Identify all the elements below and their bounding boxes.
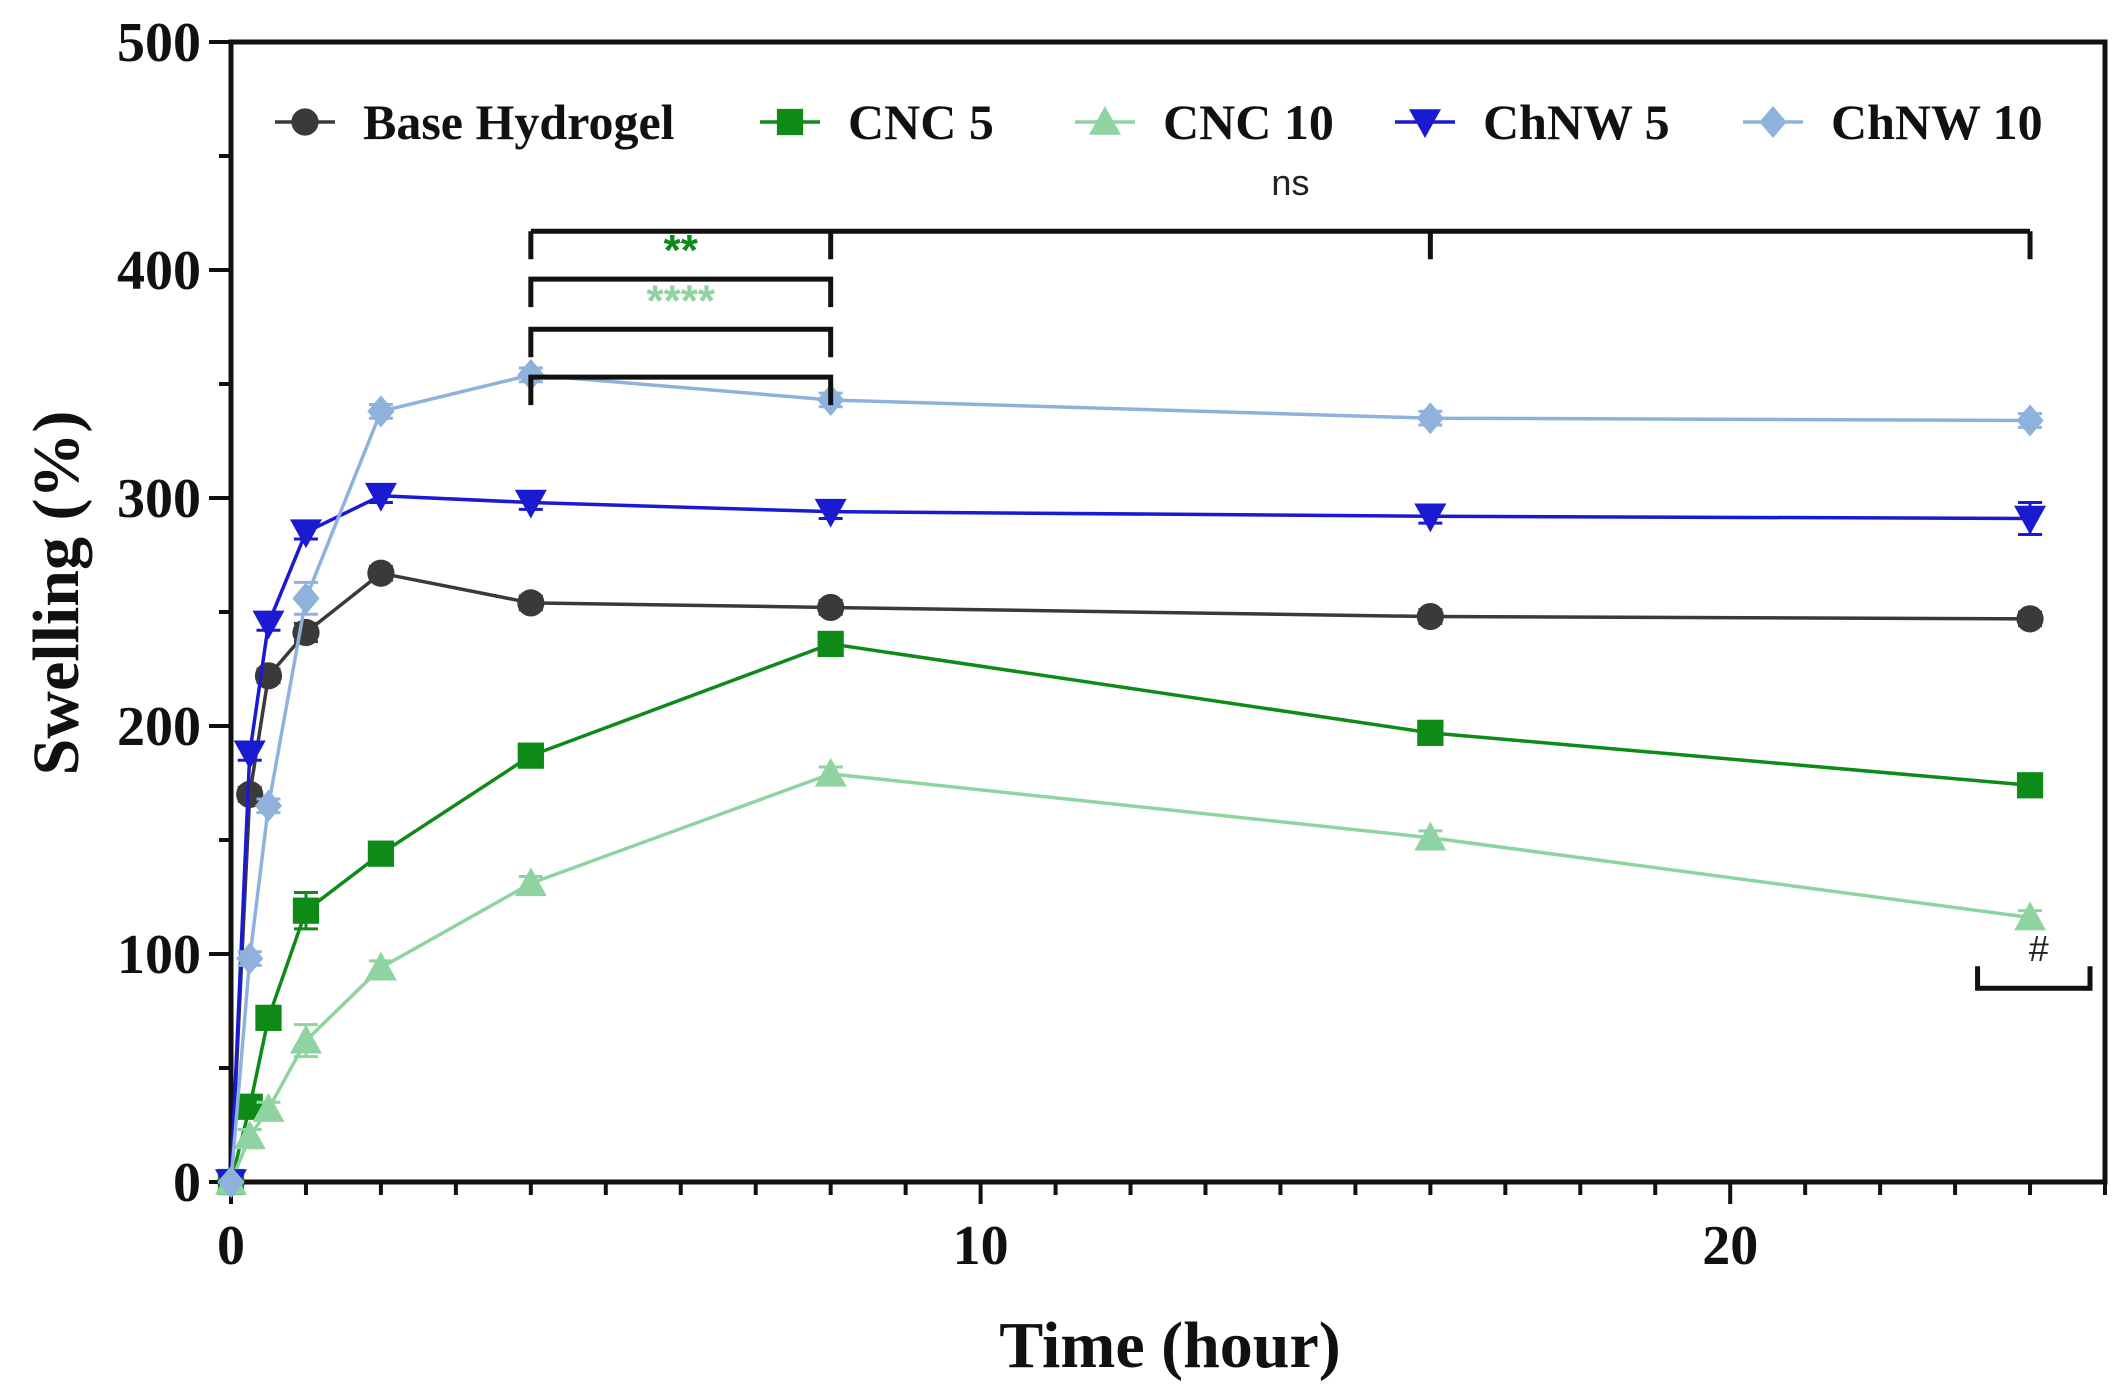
- y-axis: 0 100 200 300 400 500: [117, 12, 231, 1214]
- ns-label: ns: [1271, 162, 1309, 203]
- data-point: [814, 498, 847, 528]
- legend-marker: [1409, 109, 1441, 138]
- series-base-hydrogel: [217, 559, 2044, 1196]
- series-cnc-10: [215, 757, 2047, 1195]
- data-point: [233, 740, 266, 770]
- data-point: [254, 789, 283, 822]
- series-chnw-5: [215, 482, 2047, 1198]
- data-point: [289, 519, 322, 549]
- y-tick-label: 200: [117, 696, 201, 758]
- x-axis-title: Time (hour): [999, 1309, 1341, 1382]
- series-cnc-5: [217, 630, 2044, 1196]
- cnc5-bracket: [528, 276, 834, 308]
- data-point: [514, 867, 547, 897]
- data-point: [236, 780, 264, 809]
- data-point: [2014, 505, 2047, 535]
- data-point: [817, 630, 844, 658]
- data-point: [814, 757, 847, 787]
- legend-item-base-hydrogel: Base Hydrogel: [275, 94, 675, 150]
- y-tick-label: 300: [117, 468, 201, 530]
- data-point: [367, 840, 395, 867]
- y-tick-label: 400: [117, 240, 201, 302]
- data-point: [236, 942, 264, 975]
- legend-marker: [291, 108, 319, 136]
- legend-label: CNC 10: [1163, 94, 1334, 150]
- data-point: [364, 482, 397, 512]
- data-point: [233, 1120, 266, 1150]
- legend: Base Hydrogel CNC 5 CNC 10 ChNW 5 ChNW 10: [275, 94, 2043, 150]
- data-point: [517, 589, 545, 617]
- hash-label: #: [2029, 928, 2049, 969]
- legend-label: CNC 5: [848, 94, 994, 150]
- data-point: [367, 559, 395, 587]
- x-tick-label: 10: [953, 1215, 1009, 1277]
- series-line: [229, 373, 2031, 1183]
- data-point: [289, 1024, 322, 1054]
- x-tick-label: 20: [1702, 1215, 1758, 1277]
- cnc10-significance: ****: [647, 276, 716, 325]
- data-point: [364, 951, 397, 981]
- series-line: [229, 642, 2031, 1183]
- x-axis: 0 10 20: [217, 1182, 2107, 1277]
- data-point: [1416, 402, 1444, 435]
- data-point: [1417, 719, 1444, 746]
- data-point: [1414, 503, 1447, 533]
- chnw5-bracket: [528, 374, 834, 406]
- legend-item-cnc-10: CNC 10: [1075, 94, 1334, 150]
- data-point: [252, 1093, 285, 1122]
- cnc10-bracket: [528, 326, 834, 358]
- series-chnw-10: [217, 358, 2044, 1198]
- y-tick-label: 100: [117, 924, 201, 986]
- data-point: [252, 610, 285, 640]
- data-point: [514, 489, 547, 519]
- cnc5-significance: **: [664, 226, 699, 275]
- data-point: [517, 742, 544, 769]
- legend-item-chnw-5: ChNW 5: [1395, 94, 1670, 150]
- legend-item-cnc-5: CNC 5: [760, 94, 994, 150]
- data-point: [2016, 605, 2044, 633]
- y-tick-label: 0: [173, 1152, 201, 1214]
- data-point: [292, 582, 320, 615]
- series-line: [229, 772, 2031, 1183]
- legend-marker: [1089, 106, 1121, 135]
- legend-label: ChNW 10: [1831, 94, 2043, 150]
- legend-label: Base Hydrogel: [363, 94, 675, 150]
- y-tick-label: 500: [117, 12, 201, 74]
- data-point: [367, 395, 395, 428]
- legend-marker: [776, 108, 804, 136]
- legend-label: ChNW 5: [1483, 94, 1670, 150]
- legend-marker: [1759, 106, 1787, 138]
- significance-annotations: ns ****** #: [528, 162, 2093, 991]
- data-point: [217, 1166, 245, 1198]
- data-point: [292, 897, 320, 924]
- data-point: [1416, 602, 1444, 631]
- data-point: [255, 1004, 282, 1031]
- hash-bracket: [1975, 966, 2093, 991]
- y-axis-title: Swelling (%): [20, 411, 93, 776]
- data-point: [2016, 404, 2044, 437]
- series-layer: [215, 358, 2047, 1198]
- series-line: [229, 571, 2031, 1183]
- x-tick-label: 0: [217, 1215, 245, 1277]
- data-point: [2016, 772, 2044, 799]
- data-point: [817, 593, 845, 622]
- legend-item-chnw-10: ChNW 10: [1743, 94, 2043, 150]
- data-point: [2014, 901, 2047, 931]
- data-point: [1414, 821, 1447, 851]
